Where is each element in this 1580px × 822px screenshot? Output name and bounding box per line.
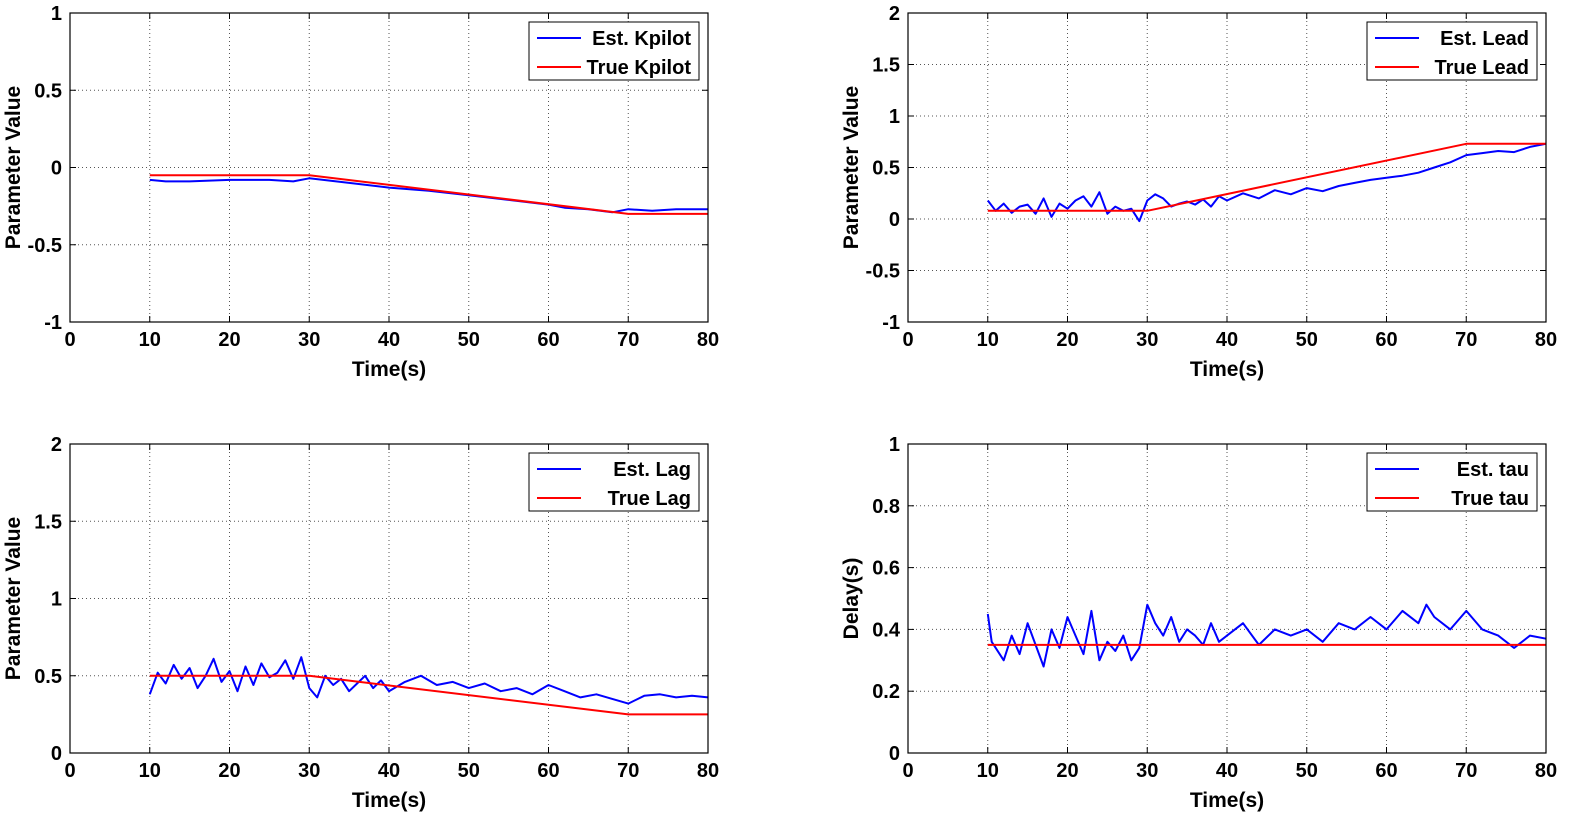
y-tick-label: 2 [889,3,900,25]
series-line-est-tau [986,603,1547,668]
legend: Est. tau True tau [1366,452,1538,512]
x-tick-label: 0 [64,760,75,782]
legend: Est. Kpilot True Kpilot [528,21,700,81]
y-tick-label: 0.8 [872,496,900,518]
x-tick-label: 0 [902,760,913,782]
legend-label: Est. Kpilot [592,28,691,50]
chart-panel-1: 0 10 20 30 40 50 60 70 80 -1 -0.5 0 0.5 1 Time(s) Param… [2,3,719,381]
x-axis-label: Time(s) [1190,358,1264,381]
y-tick-label: 0.2 [872,681,900,703]
x-tick-label: 0 [902,329,913,351]
x-tick-label: 40 [378,329,400,351]
x-tick-label: 20 [218,760,240,782]
legend-label: True Lead [1435,57,1529,79]
x-axis-label: Time(s) [1190,789,1264,812]
y-axis-label: Parameter Value [2,86,25,249]
x-tick-label: 20 [1056,760,1078,782]
y-tick-label: 0.5 [34,80,62,102]
y-tick-label: 0 [889,209,900,231]
y-axis-label: Parameter Value [840,86,863,249]
chart-panel-2: 0 10 20 30 40 50 60 70 80 -1 -0.5 0 0.5 1 1.5 2 Time(s) P… [840,3,1557,381]
x-tick-label: 50 [458,760,480,782]
x-tick-label: 80 [697,329,719,351]
legend: Est. Lead True Lead [1366,21,1538,81]
legend-label: Est. tau [1457,459,1529,481]
x-tick-label: 40 [378,760,400,782]
x-tick-label: 70 [1455,329,1477,351]
legend-label: True Kpilot [587,57,692,79]
y-tick-label: 0.4 [872,619,901,641]
y-tick-label: -1 [44,312,62,334]
y-tick-label: 0 [889,743,900,765]
y-tick-label: 1 [51,3,62,25]
y-tick-label: 0.5 [34,666,62,688]
x-tick-label: 60 [1375,329,1397,351]
y-tick-label: 0.6 [872,558,900,580]
x-axis-label: Time(s) [352,789,426,812]
y-tick-label: 0.5 [872,158,900,180]
x-axis-label: Time(s) [352,358,426,381]
series-line-true-kpilot [149,174,708,215]
x-tick-label: 20 [1056,329,1078,351]
legend-box [528,452,700,512]
y-tick-label: 1 [889,106,900,128]
x-tick-label: 60 [1375,760,1397,782]
y-tick-label: 0 [51,158,62,180]
y-tick-label: 1.5 [872,55,900,77]
x-tick-label: 70 [617,329,639,351]
x-tick-label: 10 [139,329,161,351]
y-axis-label: Parameter Value [2,517,25,680]
series-line-true-lag [149,674,708,716]
chart-panel-3: 0 10 20 30 40 50 60 70 80 0 0.5 1 1.5 2 Time(s) Paramet… [2,434,719,812]
x-tick-label: 10 [977,760,999,782]
x-tick-label: 10 [977,329,999,351]
y-axis-label: Delay(s) [840,558,863,640]
y-tick-label: -1 [882,312,900,334]
x-tick-label: 10 [139,760,161,782]
x-tick-label: 60 [537,329,559,351]
legend-label: Est. Lag [613,459,691,481]
x-tick-label: 50 [458,329,480,351]
x-tick-label: 80 [1535,329,1557,351]
x-tick-label: 80 [697,760,719,782]
legend: Est. Lag True Lag [528,452,700,512]
legend-box [528,21,700,81]
x-tick-label: 70 [1455,760,1477,782]
y-tick-label: 2 [51,434,62,456]
x-tick-label: 40 [1216,329,1238,351]
x-tick-label: 60 [537,760,559,782]
legend-box [1366,452,1538,512]
legend-label: True tau [1451,488,1529,510]
y-tick-label: 1 [51,589,62,611]
y-tick-label: 1.5 [34,511,62,533]
x-tick-label: 50 [1296,760,1318,782]
y-tick-label: -0.5 [866,261,900,283]
y-tick-label: 0 [51,743,62,765]
x-tick-label: 30 [298,329,320,351]
legend-box [1366,21,1538,81]
y-tick-label: 1 [889,434,900,456]
x-tick-label: 80 [1535,760,1557,782]
series-line-est-lag [148,656,709,705]
legend-label: Est. Lead [1440,28,1529,50]
series-line-true-lead [987,142,1546,212]
chart-panel-4: 0 10 20 30 40 50 60 70 80 0 0.2 0.4 0.6 0.8 1 Time(s) De… [840,434,1557,812]
x-tick-label: 30 [298,760,320,782]
x-tick-label: 30 [1136,329,1158,351]
y-tick-label: -0.5 [28,235,62,257]
x-tick-label: 30 [1136,760,1158,782]
x-tick-label: 70 [617,760,639,782]
x-tick-label: 20 [218,329,240,351]
legend-label: True Lag [608,488,691,510]
x-tick-label: 0 [64,329,75,351]
x-tick-label: 50 [1296,329,1318,351]
x-tick-label: 40 [1216,760,1238,782]
